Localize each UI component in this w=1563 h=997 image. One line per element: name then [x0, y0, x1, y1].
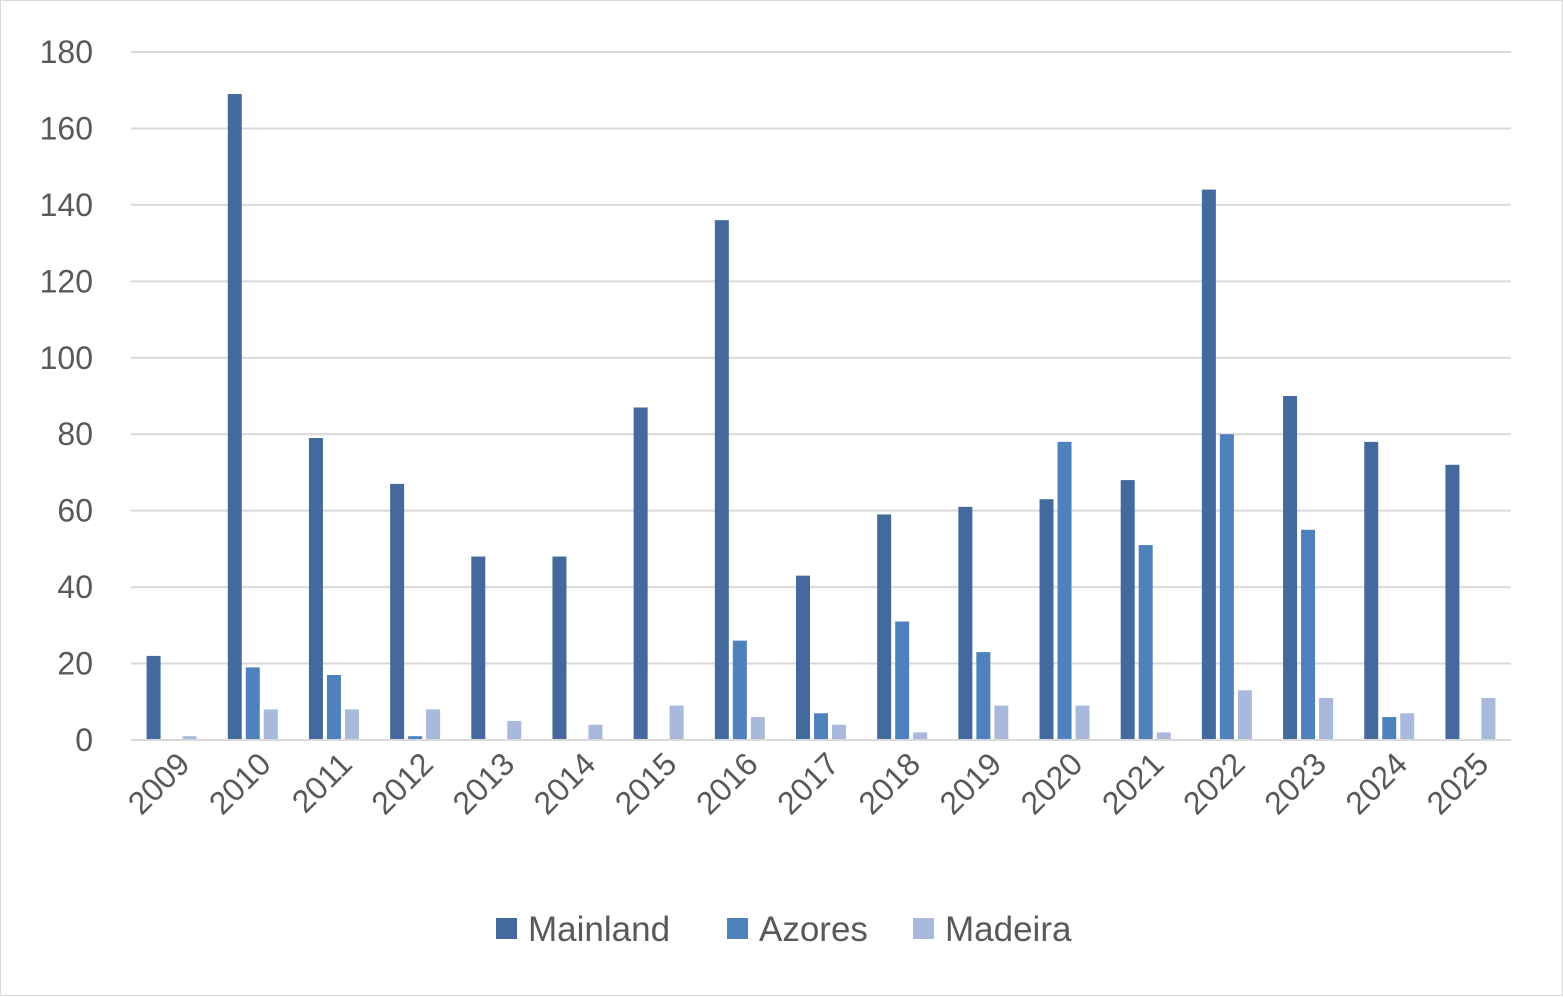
bar-azores-2011 [326, 675, 341, 740]
bar-madeira-2020 [1075, 705, 1090, 740]
x-tick-label: 2011 [285, 745, 359, 819]
bar-azores-2020 [1057, 441, 1072, 740]
x-tick-label: 2025 [1420, 745, 1496, 821]
bar-azores-2012 [408, 736, 423, 740]
bar-azores-2019 [976, 652, 991, 740]
y-tick-label: 80 [57, 416, 93, 452]
y-axis: 0 20 40 60 80 100 120 140 160 180 [40, 34, 93, 758]
bar-azores-2023 [1301, 529, 1316, 740]
bar-madeira-2009 [182, 736, 197, 740]
y-tick-label: 140 [40, 187, 93, 223]
bar-madeira-2012 [426, 709, 441, 740]
bar-mainland-2021 [1120, 480, 1135, 740]
bar-madeira-2010 [263, 709, 278, 740]
bar-mainland-2010 [227, 94, 242, 741]
x-tick-label: 2016 [689, 745, 765, 821]
x-tick-label: 2009 [121, 745, 197, 821]
x-tick-label: 2014 [527, 745, 603, 821]
y-tick-label: 100 [40, 340, 93, 376]
x-tick-label: 2012 [364, 745, 440, 821]
x-tick-label: 2010 [202, 745, 278, 821]
bar-azores-2018 [895, 621, 910, 740]
legend-label-madeira: Madeira [945, 910, 1072, 949]
bar-madeira-2023 [1319, 697, 1334, 740]
x-tick-label: 2023 [1257, 745, 1333, 821]
bar-madeira-2024 [1400, 713, 1415, 740]
bar-madeira-2014 [588, 724, 603, 740]
bar-mainland-2017 [796, 575, 810, 740]
y-tick-label: 180 [40, 34, 93, 70]
x-axis: 2009 2010 2011 2012 2013 2014 2015 2016 2017 2018… [121, 739, 1511, 821]
y-tick-label: 160 [40, 110, 93, 146]
x-tick-label: 2017 [770, 745, 846, 821]
x-tick-label: 2022 [1176, 745, 1252, 821]
gridlines [131, 51, 1511, 741]
bar-madeira-2013 [507, 720, 522, 740]
bar-madeira-2017 [832, 724, 846, 740]
bar-mainland-2016 [714, 220, 729, 740]
y-tick-label: 120 [40, 263, 93, 299]
x-tick-label: 2019 [933, 745, 1009, 821]
legend-label-azores: Azores [759, 910, 868, 949]
x-tick-label: 2013 [445, 745, 521, 821]
x-tick-label: 2018 [851, 745, 927, 821]
bar-azores-2024 [1382, 717, 1397, 740]
legend-swatch-mainland [496, 918, 517, 939]
bar-azores-2010 [245, 667, 260, 740]
legend: Mainland Azores Madeira [496, 910, 1072, 949]
bar-mainland-2011 [308, 438, 323, 740]
bar-madeira-2016 [750, 717, 765, 740]
bar-madeira-2021 [1156, 732, 1171, 740]
x-tick-label: 2021 [1095, 745, 1171, 821]
bar-mainland-2024 [1364, 441, 1379, 740]
bar-madeira-2018 [913, 732, 928, 740]
bar-azores-2017 [814, 713, 828, 740]
bar-madeira-2025 [1481, 697, 1496, 740]
legend-label-mainland: Mainland [528, 910, 670, 949]
bar-mainland-2018 [877, 514, 892, 740]
bar-mainland-2012 [390, 483, 405, 740]
bar-mainland-2019 [958, 506, 973, 740]
bars [146, 94, 1496, 741]
bar-madeira-2022 [1237, 690, 1252, 740]
bar-mainland-2015 [633, 407, 648, 740]
bar-azores-2021 [1138, 545, 1153, 740]
bar-azores-2022 [1219, 434, 1234, 740]
legend-swatch-madeira [913, 918, 934, 939]
legend-swatch-azores [727, 918, 748, 939]
bar-mainland-2014 [552, 556, 567, 740]
bar-mainland-2009 [146, 655, 161, 740]
y-tick-label: 20 [57, 646, 93, 682]
bar-madeira-2011 [344, 709, 359, 740]
bar-azores-2016 [732, 640, 747, 740]
y-tick-label: 40 [57, 569, 93, 605]
bar-madeira-2015 [669, 705, 684, 740]
bar-madeira-2019 [994, 705, 1009, 740]
bar-mainland-2013 [471, 556, 486, 740]
y-tick-label: 60 [57, 493, 93, 529]
x-tick-label: 2020 [1014, 745, 1090, 821]
bar-mainland-2025 [1445, 464, 1460, 740]
bar-mainland-2023 [1283, 396, 1298, 740]
x-tick-label: 2024 [1338, 745, 1414, 821]
bar-mainland-2020 [1039, 499, 1054, 740]
y-tick-label: 0 [75, 722, 93, 758]
x-tick-label: 2015 [608, 745, 684, 821]
bar-mainland-2022 [1201, 189, 1216, 741]
